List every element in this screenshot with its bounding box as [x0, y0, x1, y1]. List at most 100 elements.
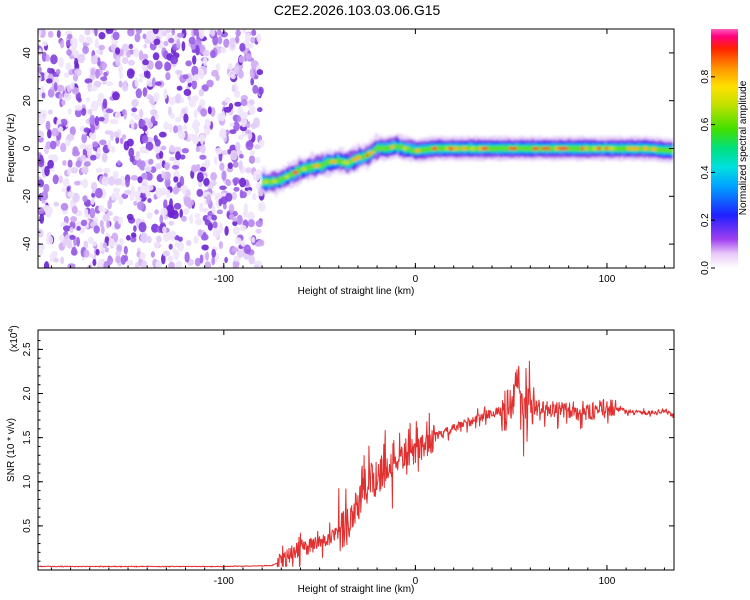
spectrogram-noise-cell	[139, 252, 146, 260]
spectrogram-noise-cell	[169, 156, 176, 162]
spectrogram-noise-cell	[104, 130, 113, 135]
spectrogram-x-tick-label: 0	[413, 274, 419, 285]
spectrogram-hotspot	[402, 146, 408, 150]
spectrogram-noise-cell	[173, 125, 178, 134]
spectrogram-noise-cell	[47, 67, 52, 74]
snr-scale-exponent: 4	[8, 329, 15, 333]
spectrogram-noise-cell	[207, 215, 213, 221]
spectrogram-hotspot	[431, 146, 438, 151]
spectrogram-noise-cell	[92, 141, 99, 148]
colorbar-gradient	[711, 29, 738, 268]
spectrogram-noise-cell	[243, 202, 248, 214]
spectrogram-ridge	[262, 132, 673, 198]
spectrogram-noise-cell	[130, 119, 135, 130]
spectrogram-noise-cell	[257, 107, 263, 113]
spectrogram-noise-cell	[140, 260, 148, 268]
spectrogram-noise-cell	[150, 251, 155, 258]
spectrogram-noise-cell	[176, 181, 182, 188]
spectrogram-noise-cell	[167, 255, 174, 263]
spectrogram-noise-cell	[218, 198, 223, 207]
spectrogram-noise-cell	[77, 53, 86, 64]
spectrogram-noise-cell	[113, 119, 119, 125]
spectrogram-hotspot	[591, 146, 599, 151]
spectrogram-noise-cell	[118, 80, 123, 88]
spectrogram-noise-cell	[191, 65, 199, 77]
spectrogram-noise-cell	[181, 108, 187, 115]
spectrogram-noise-cell	[124, 189, 132, 195]
spectrogram-noise-cell	[88, 108, 93, 116]
spectrogram-noise-cell	[135, 88, 142, 99]
spectrogram-hotspot	[546, 146, 550, 151]
spectrogram-noise-cell	[239, 177, 247, 188]
spectrogram-noise-cell	[138, 77, 144, 83]
spectrogram-noise-cell	[224, 256, 228, 264]
snr-y-label: SNR (10 * v/v)	[6, 418, 17, 482]
spectrogram-noise-cell	[44, 165, 50, 177]
spectrogram-noise-cell	[232, 261, 239, 268]
spectrogram-noise-cell	[66, 133, 75, 141]
spectrogram-noise-cell	[183, 113, 189, 123]
spectrogram-noise-cell	[147, 198, 152, 203]
spectrogram-noise-cell	[101, 152, 108, 163]
spectrogram-hotspot	[650, 147, 658, 151]
spectrogram-noise-cell	[175, 260, 183, 268]
spectrogram-noise-cell	[112, 31, 120, 41]
spectrogram-noise-cell	[224, 96, 230, 104]
spectrogram-noise-cell	[199, 166, 207, 172]
spectrogram-noise-cell	[165, 72, 171, 81]
spectrogram-noise-cell	[80, 219, 88, 227]
spectrogram-noise-cell	[76, 236, 80, 247]
spectrogram-noise-cell	[181, 41, 186, 52]
spectrogram-noise-cell	[193, 118, 199, 129]
spectrogram-noise-cell	[135, 151, 140, 158]
spectrogram-noise-cell	[98, 258, 104, 268]
spectrogram-noise-cell	[83, 240, 89, 250]
spectrogram-noise-cell	[240, 99, 248, 107]
spectrogram-noise-cell	[142, 59, 149, 66]
spectrogram-noise-cell	[154, 81, 162, 86]
spectrogram-noise-cell	[142, 87, 147, 98]
spectrogram-noise-cell	[238, 160, 243, 171]
spectrogram-hotspot	[351, 158, 358, 162]
spectrogram-noise-cell	[198, 88, 205, 97]
snr-background	[38, 330, 674, 570]
colorbar-tick-label: 0.2	[700, 213, 711, 227]
spectrogram-noise-cell	[158, 131, 167, 138]
spectrogram-noise-cell	[212, 227, 221, 238]
spectrogram-noise-cell	[127, 29, 135, 37]
spectrogram-noise-cell	[150, 115, 156, 124]
spectrogram-hotspot	[415, 149, 421, 153]
spectrogram-noise-cell	[93, 225, 100, 234]
spectrogram-noise-cell	[83, 249, 90, 258]
spectrogram-hotspot	[634, 146, 640, 151]
spectrogram-noise-cell	[202, 231, 207, 241]
spectrogram-noise-cell	[245, 129, 252, 134]
spectrogram-noise-cell	[231, 247, 239, 253]
colorbar-tick-label: 0.0	[700, 261, 711, 275]
spectrogram-noise-cell	[67, 159, 73, 168]
spectrogram-noise-cell	[163, 40, 169, 47]
spectrogram-noise-cell	[232, 220, 238, 227]
spectrogram-noise-cell	[134, 77, 139, 88]
spectrogram-noise-cell	[90, 124, 96, 134]
spectrogram-noise-cell	[94, 38, 100, 49]
spectrogram-noise-cell	[141, 135, 149, 144]
spectrogram-noise-cell	[246, 43, 254, 49]
spectrogram-hotspot	[452, 146, 460, 151]
snr-panel: -100 0 100 0.5 1.0 1.5 2.0 2.5 SNR (10 * v/v) H…	[6, 325, 675, 595]
spectrogram-noise-cell	[102, 242, 108, 249]
colorbar-ticks: 0.0 0.2 0.4 0.6 0.8	[700, 69, 715, 275]
spectrogram-noise-cell	[43, 261, 50, 268]
spectrogram-noise-cell	[58, 126, 64, 133]
spectrogram-noise-cell	[250, 77, 255, 86]
spectrogram-noise-cell	[255, 228, 262, 234]
spectrogram-noise-cell	[41, 41, 48, 47]
spectrogram-noise-cell	[166, 204, 175, 215]
spectrogram-hotspot	[301, 167, 307, 171]
spectrogram-noise-cell	[171, 165, 180, 170]
spectrogram-noise-cell	[89, 114, 96, 126]
spectrogram-noise-cell	[38, 66, 42, 74]
spectrogram-noise-cell	[173, 202, 182, 210]
spectrogram-hotspot	[365, 154, 369, 158]
